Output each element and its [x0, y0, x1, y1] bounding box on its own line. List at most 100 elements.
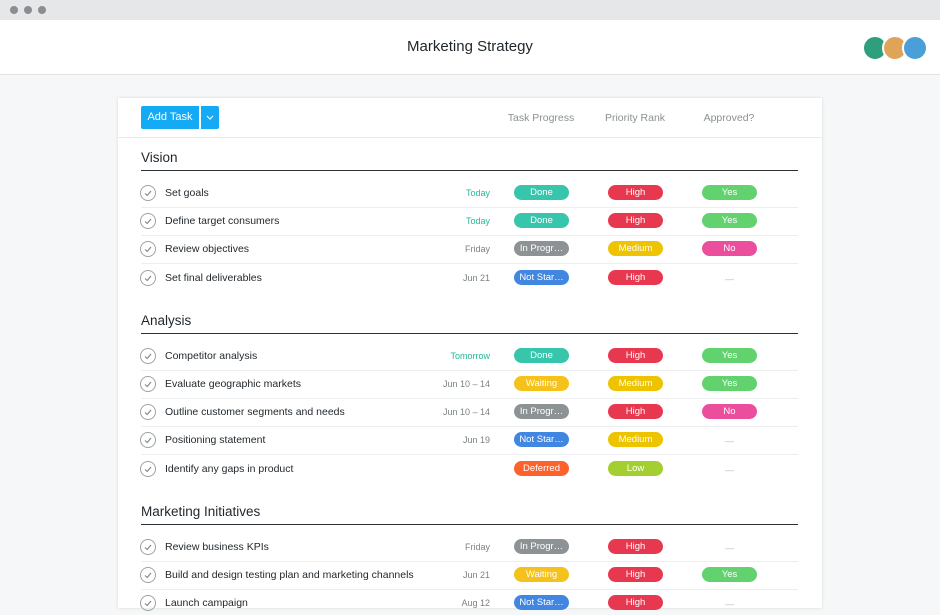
due-date: Tomorrow [450, 350, 490, 361]
section-title: Vision [141, 150, 178, 165]
due-date: Jun 10 – 14 [442, 379, 490, 389]
priority-pill[interactable]: High [608, 595, 663, 611]
approved-empty: — [725, 542, 734, 553]
progress-pill[interactable]: Done [514, 347, 569, 363]
progress-pill[interactable]: Not Star… [514, 432, 569, 448]
complete-checkbox[interactable] [140, 213, 156, 230]
check-icon [144, 275, 152, 281]
complete-checkbox[interactable] [140, 347, 156, 364]
row-divider [141, 263, 798, 265]
add-task-dropdown[interactable] [201, 106, 219, 129]
priority-pill[interactable]: High [608, 269, 663, 285]
approved-pill[interactable]: Yes [702, 376, 757, 391]
task-name[interactable]: Review objectives [165, 243, 250, 256]
task-name[interactable]: Define target consumers [165, 215, 280, 228]
progress-pill[interactable]: In Progr… [514, 538, 569, 554]
complete-checkbox[interactable] [140, 567, 156, 583]
window-dot[interactable] [10, 6, 18, 14]
progress-pill[interactable]: Not Star… [514, 595, 569, 611]
check-icon [144, 572, 152, 579]
priority-pill[interactable]: High [608, 185, 663, 200]
task-name[interactable]: Identify any gaps in product [165, 462, 294, 475]
approved-empty: — [725, 599, 734, 610]
approved-empty: — [725, 436, 734, 447]
approved-pill[interactable]: No [702, 241, 757, 257]
progress-pill[interactable]: Not Star… [514, 269, 569, 285]
column-header: Task Progress [507, 112, 575, 124]
section-divider [141, 170, 798, 171]
progress-pill[interactable]: In Progr… [514, 404, 569, 420]
complete-checkbox[interactable] [140, 376, 156, 392]
approved-pill[interactable]: Yes [702, 185, 757, 200]
task-name[interactable]: Set final deliverables [165, 271, 262, 284]
header-divider [118, 137, 822, 138]
task-name[interactable]: Set goals [165, 187, 209, 199]
complete-checkbox[interactable] [140, 404, 156, 421]
approved-empty: — [725, 464, 734, 475]
priority-pill[interactable]: High [608, 567, 663, 582]
row-divider [141, 235, 798, 237]
task-name[interactable]: Launch campaign [165, 597, 248, 610]
window-dot[interactable] [38, 6, 46, 14]
check-icon [144, 438, 152, 444]
row-divider [141, 454, 798, 456]
check-icon [144, 409, 152, 416]
chevron-icon [206, 115, 214, 120]
window-dot[interactable] [24, 6, 32, 14]
row-divider [141, 560, 798, 562]
priority-pill[interactable]: Medium [608, 432, 663, 448]
priority-pill[interactable]: High [608, 404, 663, 420]
priority-pill[interactable]: Low [608, 460, 663, 476]
due-date: Friday [464, 244, 490, 255]
task-name[interactable]: Evaluate geographic markets [165, 378, 301, 390]
column-header: Approved? [703, 112, 755, 124]
section-title: Marketing Initiatives [141, 503, 261, 519]
check-icon [144, 381, 152, 388]
check-icon [144, 190, 152, 197]
top-bar [0, 20, 940, 75]
priority-pill[interactable]: Medium [608, 376, 663, 391]
priority-pill[interactable]: High [608, 347, 663, 363]
progress-pill[interactable]: Done [514, 185, 569, 200]
check-icon [144, 218, 152, 225]
progress-pill[interactable]: Deferred [514, 460, 569, 476]
add-task-button[interactable]: Add Task [141, 106, 199, 129]
progress-pill[interactable]: Done [514, 213, 569, 229]
avatar[interactable] [902, 35, 928, 61]
progress-pill[interactable]: Waiting [514, 376, 569, 391]
complete-checkbox[interactable] [140, 185, 156, 201]
complete-checkbox[interactable] [140, 432, 156, 449]
window-chrome [0, 0, 940, 20]
check-icon [144, 600, 152, 607]
priority-pill[interactable]: High [608, 538, 663, 554]
priority-pill[interactable]: Medium [608, 241, 663, 257]
progress-pill[interactable]: Waiting [514, 567, 569, 582]
check-icon [144, 544, 152, 551]
task-name[interactable]: Competitor analysis [165, 349, 258, 362]
due-date: Jun 10 – 14 [442, 407, 490, 418]
complete-checkbox[interactable] [140, 241, 156, 258]
priority-pill[interactable]: High [608, 213, 663, 229]
progress-pill[interactable]: In Progr… [514, 241, 569, 257]
approved-pill[interactable]: No [702, 404, 757, 420]
row-divider [141, 398, 798, 399]
approved-pill[interactable]: Yes [702, 347, 757, 363]
task-name[interactable]: Outline customer segments and needs [165, 406, 345, 419]
row-divider [141, 369, 798, 371]
complete-checkbox[interactable] [140, 460, 156, 477]
column-header: Priority Rank [604, 112, 666, 124]
task-name[interactable]: Positioning statement [165, 434, 266, 447]
section-divider [141, 523, 798, 525]
complete-checkbox[interactable] [140, 595, 156, 612]
section-title: Analysis [141, 312, 192, 328]
approved-pill[interactable]: Yes [702, 567, 757, 582]
complete-checkbox[interactable] [140, 538, 156, 555]
check-icon [144, 466, 152, 472]
task-name[interactable]: Build and design testing plan and market… [165, 569, 414, 581]
task-name[interactable]: Review business KPIs [165, 540, 269, 553]
due-date: Today [465, 188, 490, 198]
approved-pill[interactable]: Yes [702, 213, 757, 229]
complete-checkbox[interactable] [140, 269, 156, 286]
due-date: Today [465, 216, 490, 227]
